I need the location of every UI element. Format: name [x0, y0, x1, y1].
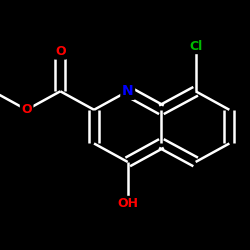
Text: O: O — [21, 103, 32, 116]
Text: OH: OH — [117, 197, 138, 210]
Text: N: N — [122, 84, 134, 98]
Text: Cl: Cl — [189, 40, 202, 53]
Text: O: O — [55, 45, 66, 58]
